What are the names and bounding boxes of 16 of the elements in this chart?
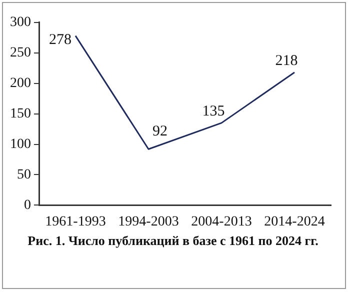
x-tick-label: 2014-2024 [264,214,325,230]
x-tick-label: 1994-2003 [118,214,179,230]
y-tick-label: 100 [10,136,31,152]
data-label: 135 [202,103,225,120]
y-tick-label: 200 [10,76,31,92]
x-tick-label: 2004-2013 [191,214,252,230]
x-tick-label: 1961-1993 [45,214,106,230]
text: Рис. 1. Число публикаций в базе с 1961 по 2024 гг. [26,233,320,249]
y-tick-label: 250 [10,46,31,61]
data-label: 278 [49,32,72,48]
y-tick-label: 300 [10,15,31,30]
y-tick-label: 150 [10,106,31,122]
y-tick-label: 50 [17,167,31,182]
y-tick-label: 0 [24,198,31,213]
data-label: 218 [275,52,298,69]
data-label: 92 [152,124,168,140]
